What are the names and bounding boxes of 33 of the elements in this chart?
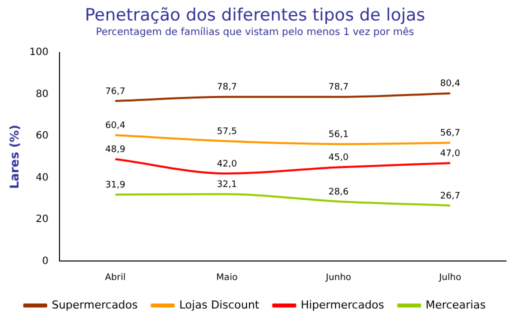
data-label: 45,0 (328, 153, 349, 164)
x-tick-label: Junho (324, 272, 352, 283)
y-tick-label: 60 (36, 130, 48, 142)
legend-label: Lojas Discount (179, 298, 260, 312)
y-tick-label: 100 (29, 46, 48, 58)
data-label: 80,4 (440, 79, 460, 90)
data-label: 28,6 (328, 187, 349, 198)
legend-label: Hipermercados (300, 298, 384, 312)
x-tick-label: Julho (438, 272, 462, 283)
data-label: 76,7 (105, 86, 126, 97)
data-label: 42,0 (216, 159, 238, 170)
data-label: 56,1 (328, 130, 349, 140)
y-axis-title: Lares (%) (7, 124, 22, 189)
x-tick-label: Abril (105, 272, 126, 283)
y-tick-label: 20 (36, 214, 48, 226)
data-label: 32,1 (216, 180, 237, 190)
data-label: 60,4 (105, 120, 126, 131)
data-label: 47,0 (440, 148, 460, 159)
data-label: 78,7 (328, 82, 349, 93)
data-label: 57,5 (216, 126, 237, 137)
data-label: 56,7 (440, 128, 460, 139)
y-tick-label: 80 (36, 88, 48, 100)
y-tick-label: 0 (42, 256, 48, 267)
chart-subtitle: Percentagem de famílias que vistam pelo menos 1 vez por mês (96, 26, 414, 38)
data-label: 78,7 (216, 82, 237, 93)
chart-title: Penetração dos diferentes tipos de lojas (84, 6, 426, 26)
legend-label: Supermercados (52, 298, 138, 312)
y-tick-label: 40 (36, 172, 48, 184)
data-label: 26,7 (440, 191, 460, 202)
data-label: 48,9 (105, 144, 126, 155)
data-label: 31,9 (105, 180, 126, 190)
x-tick-label: Maio (216, 272, 238, 283)
legend-label: Mercearias (426, 298, 486, 312)
